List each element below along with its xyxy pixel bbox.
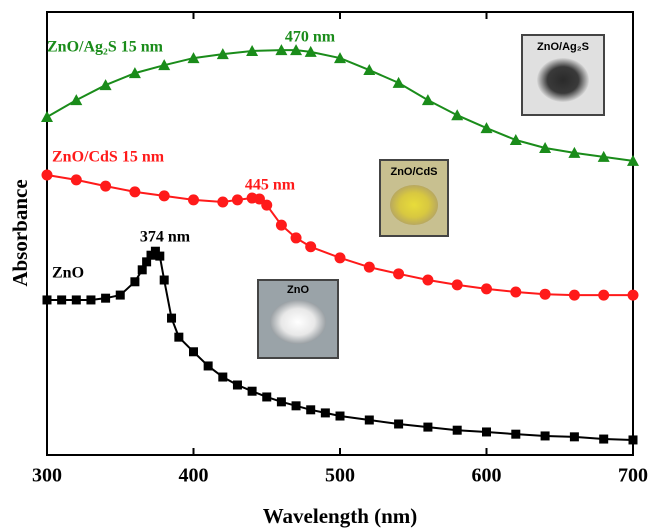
marker: [72, 295, 81, 304]
marker: [510, 286, 521, 297]
marker: [422, 275, 433, 286]
series-label: ZnO: [52, 265, 84, 282]
marker: [570, 432, 579, 441]
peak-annotation: 445 nm: [245, 177, 296, 194]
marker: [57, 295, 66, 304]
marker: [422, 94, 434, 105]
inset-photo: ZnO/Ag₂S: [522, 35, 604, 115]
x-tick-label: 400: [179, 465, 209, 487]
inset-photo: ZnO: [258, 280, 338, 358]
marker: [598, 290, 609, 301]
marker: [189, 347, 198, 356]
peak-annotation: 470 nm: [285, 29, 336, 46]
marker: [71, 174, 82, 185]
marker: [138, 265, 147, 274]
inset-label: ZnO: [287, 284, 309, 296]
marker: [453, 426, 462, 435]
marker: [248, 387, 257, 396]
marker: [365, 416, 374, 425]
x-tick-label: 700: [618, 465, 648, 487]
marker: [100, 181, 111, 192]
peak-annotation: 374 nm: [140, 229, 191, 246]
marker: [232, 194, 243, 205]
marker: [629, 435, 638, 444]
marker: [305, 241, 316, 252]
marker: [482, 427, 491, 436]
marker: [481, 283, 492, 294]
marker: [204, 361, 213, 370]
marker: [86, 295, 95, 304]
inset-label: ZnO/Ag₂S: [537, 41, 589, 53]
marker: [393, 268, 404, 279]
chart: ZnO ZnO/CdS ZnO/Ag₂S Wavelength (nm) Abs…: [0, 0, 651, 530]
marker: [511, 430, 520, 439]
marker: [451, 109, 463, 120]
marker: [276, 220, 287, 231]
marker: [116, 291, 125, 300]
marker: [628, 290, 639, 301]
marker: [394, 419, 403, 428]
marker: [41, 111, 53, 122]
series-label: ZnO/CdS 15 nm: [52, 149, 165, 166]
marker: [129, 186, 140, 197]
marker: [291, 232, 302, 243]
x-tick-label: 600: [472, 465, 502, 487]
marker: [541, 431, 550, 440]
marker: [540, 289, 551, 300]
x-tick-label: 300: [32, 465, 62, 487]
marker: [100, 79, 112, 90]
marker: [218, 373, 227, 382]
marker: [101, 294, 110, 303]
marker: [262, 392, 271, 401]
inset-photo: ZnO/CdS: [380, 160, 448, 236]
marker: [599, 435, 608, 444]
marker: [70, 94, 82, 105]
marker: [130, 277, 139, 286]
marker: [43, 295, 52, 304]
page: ZnO ZnO/CdS ZnO/Ag₂S Wavelength (nm) Abs…: [0, 0, 651, 530]
x-axis-label: Wavelength (nm): [263, 504, 418, 528]
marker: [336, 412, 345, 421]
marker: [155, 252, 164, 261]
inset-label: ZnO/CdS: [390, 166, 437, 178]
marker: [261, 200, 272, 211]
series-label: ZnO/Ag₂S 15 nm: [47, 39, 164, 56]
marker: [174, 333, 183, 342]
marker: [217, 197, 228, 208]
marker: [393, 77, 405, 88]
marker: [569, 290, 580, 301]
x-tick-label: 500: [325, 465, 355, 487]
marker: [510, 134, 522, 145]
marker: [42, 170, 53, 181]
marker: [159, 190, 170, 201]
marker: [335, 252, 346, 263]
marker: [452, 279, 463, 290]
marker: [160, 276, 169, 285]
marker: [364, 262, 375, 273]
marker: [277, 397, 286, 406]
marker: [292, 401, 301, 410]
marker: [481, 122, 493, 133]
y-axis-label: Absorbance: [8, 179, 32, 286]
marker: [188, 194, 199, 205]
marker: [363, 64, 375, 75]
marker: [306, 405, 315, 414]
marker: [233, 381, 242, 390]
marker: [167, 314, 176, 323]
marker: [321, 408, 330, 417]
marker: [423, 423, 432, 432]
